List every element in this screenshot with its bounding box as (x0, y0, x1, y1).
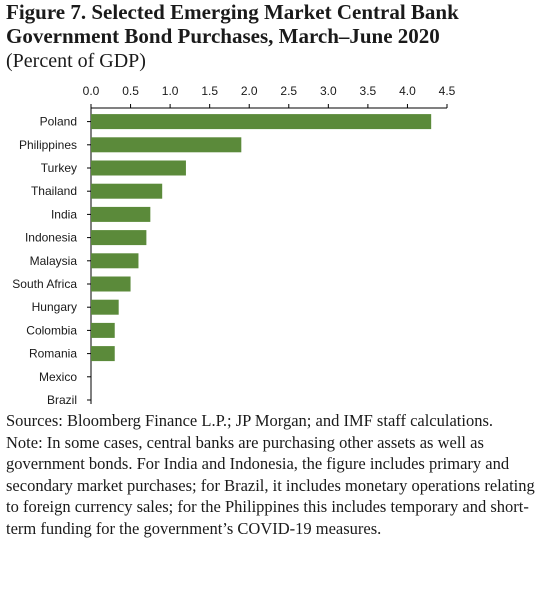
x-tick-label: 3.5 (360, 84, 377, 98)
bar-chart: 0.0 0.5 1.0 1.5 2.0 2.5 3.0 3.5 4.0 4.5 Poland Phil… (12, 84, 456, 404)
bar (91, 322, 115, 338)
chart-title: Figure 7. Selected Emerging Market Centr… (6, 0, 459, 48)
category-label: India (51, 207, 77, 221)
note-text: Note: In some cases, central banks are p… (6, 432, 535, 538)
category-label: Thailand (31, 184, 77, 198)
category-label: Turkey (41, 161, 77, 175)
bar (91, 299, 119, 315)
x-tick-label: 2.0 (241, 84, 258, 98)
x-tick-label: 1.0 (162, 84, 179, 98)
category-label: Brazil (47, 393, 77, 404)
bar (91, 114, 432, 130)
bar (91, 346, 115, 362)
category-label: Poland (40, 115, 77, 129)
chart-notes: Sources: Bloomberg Finance L.P.; JP Morg… (6, 410, 536, 539)
category-label: Philippines (19, 138, 77, 152)
x-tick-label: 0.5 (122, 84, 139, 98)
x-tick-label: 3.0 (320, 84, 337, 98)
x-tick-label: 4.5 (439, 84, 456, 98)
chart-subtitle: (Percent of GDP) (6, 50, 146, 72)
x-tick-label: 4.0 (399, 84, 416, 98)
x-tick-label: 1.5 (201, 84, 218, 98)
sources-text: Sources: Bloomberg Finance L.P.; JP Morg… (6, 411, 494, 430)
bar (91, 276, 131, 292)
category-label: Romania (29, 347, 77, 361)
x-tick-label: 2.5 (280, 84, 297, 98)
category-label: Indonesia (25, 231, 77, 245)
category-label: Mexico (39, 370, 77, 384)
category-label: Hungary (32, 300, 77, 314)
category-label: South Africa (12, 277, 77, 291)
category-label: Colombia (26, 323, 77, 337)
bar (91, 137, 242, 153)
bar (91, 206, 151, 222)
bar (91, 253, 139, 269)
bar (91, 183, 163, 199)
bar (91, 230, 147, 246)
x-tick-label: 0.0 (83, 84, 100, 98)
category-label: Malaysia (30, 254, 78, 268)
bar (91, 160, 186, 176)
